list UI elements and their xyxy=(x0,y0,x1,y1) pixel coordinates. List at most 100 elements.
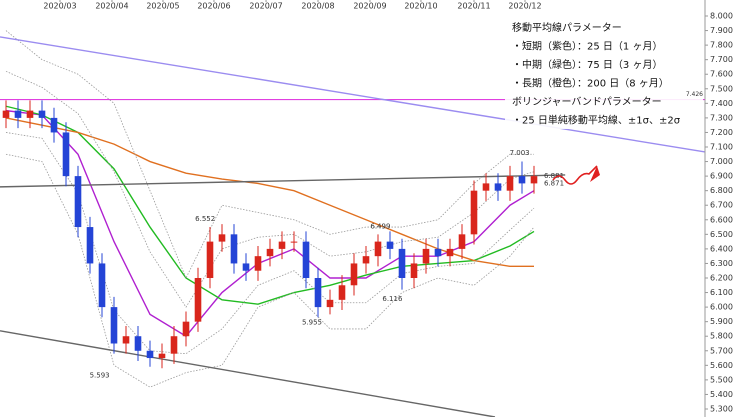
candle-body xyxy=(470,190,478,235)
y-tick-label: 6.800 xyxy=(710,186,733,195)
candle-body xyxy=(326,299,334,308)
candle-body xyxy=(62,132,70,177)
x-tick-label: 2020/10 xyxy=(404,2,437,11)
candle-body xyxy=(254,256,262,271)
notes: 移動平均線パラメーター・短期（紫色）：25 日（1 ヶ月） ・中期（緑色）：75 … xyxy=(512,21,681,127)
note-box xyxy=(505,17,703,129)
candle-body xyxy=(98,263,106,308)
x-tick-label: 2020/03 xyxy=(43,2,76,11)
y-tick-label: 8.000 xyxy=(710,12,733,21)
candle-body xyxy=(134,336,142,351)
line-series xyxy=(5,132,535,355)
x-tick-label: 2020/09 xyxy=(353,2,386,11)
candle-body xyxy=(122,336,130,344)
candle-body xyxy=(218,234,226,242)
candle-body xyxy=(26,110,34,118)
candle-body xyxy=(398,248,406,278)
price-annotation: 6.871 xyxy=(544,179,564,187)
candle-body xyxy=(38,110,46,118)
arrow-head xyxy=(590,166,600,182)
line-series xyxy=(0,174,566,188)
y-tick-label: 6.100 xyxy=(710,288,733,297)
candle-body xyxy=(230,234,238,264)
candle-body xyxy=(86,227,94,264)
x-tick-label: 2020/08 xyxy=(301,2,334,11)
candle-body xyxy=(458,234,466,249)
line-series xyxy=(5,153,535,388)
y-tick-label: 5.900 xyxy=(710,317,733,326)
candle-body xyxy=(530,176,538,184)
candle-body xyxy=(338,285,346,300)
y-tick-label: 7.200 xyxy=(710,128,733,137)
y-tick-label: 5.500 xyxy=(710,375,733,384)
y-tick-label: 6.700 xyxy=(710,201,733,210)
candle-body xyxy=(410,263,418,278)
candle-body xyxy=(518,176,526,184)
candle-body xyxy=(2,110,10,118)
candle-body xyxy=(242,263,250,271)
y-tick-label: 6.400 xyxy=(710,244,733,253)
y-tick-label: 5.400 xyxy=(710,390,733,399)
y-tick-label: 7.100 xyxy=(710,143,733,152)
candle-body xyxy=(14,110,22,118)
plot-lines xyxy=(0,30,706,417)
candle-body xyxy=(74,176,82,228)
price-annotation: 6.116 xyxy=(382,295,403,303)
candle-body xyxy=(266,248,274,257)
note-text: ・長期（橙色）：200 日（8 ヶ月） xyxy=(512,77,669,90)
candle-body xyxy=(494,183,502,191)
y-tick-label: 5.700 xyxy=(710,346,733,355)
price-annotation: 7.003 xyxy=(510,149,530,157)
candles xyxy=(2,100,538,369)
note-text: ・25 日単純移動平均線、±1σ、±2σ xyxy=(512,114,681,127)
y-tick-label: 5.800 xyxy=(710,332,733,341)
note-text: 移動平均線パラメーター xyxy=(512,21,622,34)
candle-body xyxy=(314,278,322,308)
price-annotation: 6.552 xyxy=(195,215,215,223)
candle-body xyxy=(350,263,358,286)
note-text: ボリンジャーバンドパラメーター xyxy=(512,96,662,108)
candle-body xyxy=(278,241,286,249)
trend-arrow xyxy=(552,165,598,185)
line-series xyxy=(0,330,496,417)
candle-body xyxy=(50,117,58,133)
price-annotation: 5.955 xyxy=(302,319,322,327)
x-tick-label: 2020/11 xyxy=(457,2,490,11)
x-tick-label: 2020/04 xyxy=(95,2,128,11)
x-tick-label: 2020/07 xyxy=(249,2,282,11)
y-tick-label: 6.000 xyxy=(710,303,733,312)
axes: 5.300 5.400 5.500 5.600 5.700 5.800 5.900 6.000… xyxy=(43,0,733,413)
line-series xyxy=(5,70,535,308)
y-tick-label: 7.700 xyxy=(710,55,733,64)
candle-body xyxy=(506,176,514,191)
line-series xyxy=(5,109,535,338)
candle-body xyxy=(362,256,370,264)
line-series xyxy=(5,105,535,305)
x-tick-label: 2020/12 xyxy=(508,2,541,11)
x-tick-label: 2020/05 xyxy=(146,2,179,11)
y-tick-label: 7.400 xyxy=(710,99,733,108)
candle-body xyxy=(146,350,154,359)
y-tick-label: 7.000 xyxy=(710,157,733,166)
line-series xyxy=(5,117,534,268)
y-tick-label: 7.800 xyxy=(710,41,733,50)
y-tick-label: 6.200 xyxy=(710,274,733,283)
candle-body xyxy=(194,278,202,322)
candle-body xyxy=(422,248,430,264)
candle-body xyxy=(170,336,178,354)
candle-body xyxy=(374,241,382,257)
price-annotation: 6.499 xyxy=(370,222,390,230)
candle-body xyxy=(482,183,490,191)
candle-body xyxy=(110,307,118,344)
note-text: ・短期（紫色）：25 日（1 ヶ月） xyxy=(512,40,662,53)
y-tick-label: 6.500 xyxy=(710,230,733,239)
y-tick-label: 5.300 xyxy=(710,404,733,413)
candle-body xyxy=(434,248,442,257)
candle-body xyxy=(290,241,298,243)
hline-label: 7.426 xyxy=(686,91,703,98)
y-tick-label: 5.600 xyxy=(710,361,733,370)
line-series xyxy=(0,36,706,153)
candle-body xyxy=(446,248,454,257)
x-tick-label: 2020/06 xyxy=(197,2,230,11)
